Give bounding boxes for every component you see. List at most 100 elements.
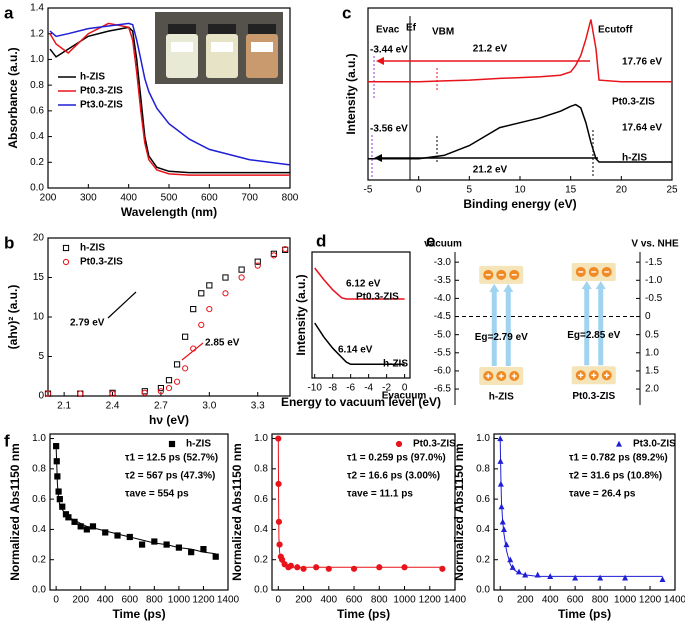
data-point bbox=[294, 564, 301, 571]
x-axis-label: Energy to vacuum level (eV) bbox=[281, 395, 441, 409]
data-point bbox=[254, 258, 261, 265]
arrow-head bbox=[376, 57, 384, 65]
y-tick-label: 0.0 bbox=[30, 183, 44, 194]
data-point bbox=[275, 435, 282, 442]
panel-label: c bbox=[342, 3, 351, 22]
data-point bbox=[141, 389, 148, 396]
annotation: 21.2 eV bbox=[473, 44, 508, 55]
x-tick-label: 1200 bbox=[192, 595, 215, 606]
data-point bbox=[53, 458, 60, 465]
annotation-arrow bbox=[107, 291, 137, 319]
left-axis-title: vacuum bbox=[424, 239, 462, 250]
x-axis-label: Time (ps) bbox=[558, 607, 611, 621]
legend-swatch bbox=[168, 440, 176, 448]
y-tick-label: 0.4 bbox=[30, 131, 44, 142]
x-tick-label: 25 bbox=[666, 185, 678, 196]
y2-tick-label: -1.5 bbox=[645, 257, 663, 268]
x-tick-label: 1400 bbox=[217, 595, 240, 606]
y-tick-label: 15 bbox=[33, 272, 45, 283]
legend-label: h-ZIS bbox=[80, 243, 105, 254]
y-tick-label: 1.2 bbox=[30, 28, 44, 39]
data-point bbox=[522, 571, 529, 578]
y-tick-label: 1.0 bbox=[254, 433, 268, 444]
y-axis-label: (ahν)² (a.u.) bbox=[6, 285, 20, 350]
y-tick-label: -3.0 bbox=[434, 257, 452, 268]
annotation: 6.12 eV bbox=[346, 279, 381, 290]
data-point bbox=[222, 290, 229, 297]
vial-cap bbox=[248, 24, 276, 34]
data-point bbox=[102, 529, 109, 536]
data-point bbox=[659, 576, 666, 582]
y-tick-label: 0.0 bbox=[254, 585, 268, 596]
legend-swatch bbox=[62, 258, 70, 266]
x-tick-label: 800 bbox=[371, 595, 388, 606]
x-tick-label: 800 bbox=[592, 595, 609, 606]
arrow-head bbox=[581, 280, 592, 289]
x-tick-label: -6 bbox=[346, 383, 355, 394]
data-point bbox=[275, 480, 282, 488]
vial bbox=[206, 34, 238, 78]
data-point bbox=[499, 518, 506, 525]
x-tick-label: 1000 bbox=[168, 595, 191, 606]
data-point bbox=[503, 541, 510, 548]
x-tick-label: 400 bbox=[97, 595, 114, 606]
x-tick-label: 3.0 bbox=[202, 401, 216, 412]
y-axis-label: Intensity (a.u.) bbox=[294, 274, 308, 355]
vial-tag bbox=[171, 42, 193, 52]
annotation: τave = 11.1 ps bbox=[347, 489, 413, 500]
x-tick-label: -4 bbox=[364, 383, 373, 394]
y-tick-label: 0.2 bbox=[254, 554, 268, 565]
data-point bbox=[497, 458, 504, 464]
y-tick-label: 0.6 bbox=[32, 494, 46, 505]
x-tick-label: 0 bbox=[497, 595, 503, 606]
y-axis-label: Normalized Abs1150 nm bbox=[8, 443, 22, 581]
y-tick-label: -5.5 bbox=[434, 347, 452, 358]
data-point bbox=[238, 274, 245, 281]
y-tick-label: -4.0 bbox=[434, 293, 452, 304]
plot-frame bbox=[311, 251, 411, 379]
data-point bbox=[350, 565, 358, 572]
plot-frame bbox=[49, 433, 229, 591]
data-point bbox=[157, 385, 165, 392]
x-tick-label: 800 bbox=[282, 193, 299, 204]
annotation: τave = 26.4 ps bbox=[569, 489, 636, 500]
x-axis-label: Binding energy (eV) bbox=[463, 197, 576, 211]
annotation: Evac bbox=[376, 25, 400, 36]
data-point bbox=[83, 526, 90, 533]
y-tick-label: 1.0 bbox=[476, 433, 490, 444]
data-point bbox=[190, 306, 197, 313]
line-series bbox=[314, 322, 405, 366]
x-tick-label: -8 bbox=[328, 383, 337, 394]
data-point bbox=[439, 565, 446, 572]
data-point bbox=[175, 544, 182, 551]
data-point bbox=[497, 480, 504, 487]
data-point bbox=[53, 443, 60, 450]
data-point bbox=[163, 541, 170, 548]
y-tick-label: -4.5 bbox=[434, 311, 452, 322]
annotation: VBM bbox=[432, 27, 454, 38]
data-point bbox=[157, 388, 165, 395]
data-point bbox=[188, 549, 195, 556]
line-series bbox=[368, 19, 672, 83]
data-point bbox=[55, 488, 62, 495]
annotation: τ1 = 0.259 ps (97.0%) bbox=[347, 453, 446, 464]
gap-label: Eg=2.79 eV bbox=[475, 332, 528, 343]
data-point bbox=[276, 541, 283, 548]
x-tick-label: 200 bbox=[517, 595, 534, 606]
x-tick-label: 200 bbox=[72, 595, 89, 606]
data-point bbox=[222, 274, 229, 281]
vial-cap bbox=[208, 24, 236, 34]
x-tick-label: 1400 bbox=[664, 595, 685, 606]
annotation: h-ZIS bbox=[622, 153, 647, 164]
y-tick-label: 0.0 bbox=[32, 585, 46, 596]
x-tick-label: 400 bbox=[542, 595, 559, 606]
y-tick-label: 0.6 bbox=[30, 105, 44, 116]
x-tick-label: 0 bbox=[53, 595, 59, 606]
data-point bbox=[497, 435, 504, 442]
legend-label: Pt0.3-ZIS bbox=[413, 439, 456, 450]
y-tick-label: 0.8 bbox=[254, 463, 268, 474]
y-tick-label: 0.0 bbox=[476, 585, 490, 596]
data-point bbox=[173, 361, 181, 368]
gap-label: Eg=2.85 eV bbox=[567, 330, 620, 341]
